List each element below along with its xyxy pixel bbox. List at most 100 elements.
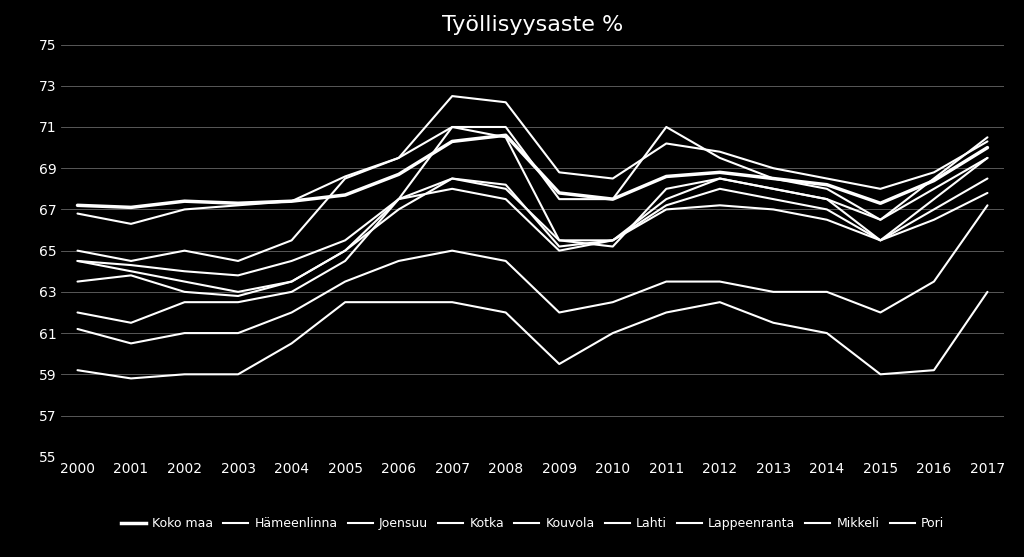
Pori (928, 278, 940, 285)
Lappeenranta (767, 175, 779, 182)
Title: Työllisyysaste %: Työllisyysaste % (441, 14, 624, 35)
Line: Lahti: Lahti (78, 127, 987, 323)
Lappeenranta (72, 247, 84, 254)
Lappeenranta (553, 196, 565, 203)
Hämeenlinna (286, 198, 298, 204)
Kouvola (125, 375, 137, 382)
Lappeenranta (125, 257, 137, 265)
Mikkeli (125, 268, 137, 275)
Pori (178, 330, 190, 336)
Joensuu (660, 202, 673, 209)
Lappeenranta (874, 216, 887, 223)
Lahti (178, 299, 190, 306)
Pori (232, 330, 245, 336)
Joensuu (500, 182, 512, 188)
Hämeenlinna (821, 175, 834, 182)
Lahti (981, 154, 993, 162)
Lappeenranta (500, 124, 512, 130)
Hämeenlinna (767, 165, 779, 172)
Lappeenranta (821, 185, 834, 192)
Kotka (767, 206, 779, 213)
Mikkeli (606, 237, 618, 243)
Mikkeli (232, 289, 245, 295)
Kouvola (606, 330, 618, 336)
Lappeenranta (446, 124, 459, 130)
Lahti (72, 309, 84, 316)
Kouvola (446, 299, 459, 306)
Koko maa (446, 138, 459, 145)
Mikkeli (767, 185, 779, 192)
Pori (392, 257, 404, 265)
Hämeenlinna (178, 206, 190, 213)
Joensuu (821, 206, 834, 213)
Hämeenlinna (660, 140, 673, 147)
Pori (714, 278, 726, 285)
Hämeenlinna (606, 175, 618, 182)
Lappeenranta (232, 257, 245, 265)
Koko maa (500, 132, 512, 139)
Pori (660, 278, 673, 285)
Pori (286, 309, 298, 316)
Lahti (606, 243, 618, 250)
Pori (339, 278, 351, 285)
Lahti (286, 289, 298, 295)
Line: Joensuu: Joensuu (78, 178, 987, 296)
Kotka (500, 196, 512, 203)
Line: Lappeenranta: Lappeenranta (78, 127, 987, 261)
Pori (606, 299, 618, 306)
Joensuu (874, 237, 887, 243)
Lahti (714, 175, 726, 182)
Kouvola (178, 371, 190, 378)
Kotka (178, 268, 190, 275)
Kotka (874, 237, 887, 243)
Mikkeli (660, 196, 673, 203)
Koko maa (660, 173, 673, 180)
Lappeenranta (981, 134, 993, 141)
Lappeenranta (286, 237, 298, 243)
Joensuu (339, 247, 351, 254)
Kotka (125, 262, 137, 268)
Kotka (714, 202, 726, 209)
Kouvola (232, 371, 245, 378)
Lahti (232, 299, 245, 306)
Mikkeli (874, 216, 887, 223)
Mikkeli (286, 278, 298, 285)
Joensuu (125, 272, 137, 278)
Hämeenlinna (874, 185, 887, 192)
Koko maa (125, 204, 137, 211)
Mikkeli (821, 196, 834, 203)
Koko maa (767, 175, 779, 182)
Lahti (660, 185, 673, 192)
Joensuu (178, 289, 190, 295)
Hämeenlinna (553, 169, 565, 175)
Koko maa (286, 198, 298, 204)
Kouvola (553, 361, 565, 368)
Kouvola (767, 320, 779, 326)
Joensuu (72, 278, 84, 285)
Hämeenlinna (339, 173, 351, 180)
Pori (874, 309, 887, 316)
Koko maa (232, 200, 245, 207)
Pori (821, 289, 834, 295)
Kotka (339, 237, 351, 243)
Koko maa (72, 202, 84, 209)
Line: Kotka: Kotka (78, 189, 987, 275)
Lahti (928, 196, 940, 203)
Kotka (606, 237, 618, 243)
Kotka (392, 196, 404, 203)
Pori (981, 202, 993, 209)
Hämeenlinna (232, 202, 245, 209)
Joensuu (392, 206, 404, 213)
Joensuu (767, 196, 779, 203)
Kotka (660, 206, 673, 213)
Hämeenlinna (981, 138, 993, 145)
Mikkeli (446, 175, 459, 182)
Joensuu (714, 185, 726, 192)
Mikkeli (500, 185, 512, 192)
Koko maa (874, 200, 887, 207)
Kouvola (660, 309, 673, 316)
Kotka (981, 189, 993, 196)
Joensuu (553, 243, 565, 250)
Mikkeli (928, 185, 940, 192)
Line: Mikkeli: Mikkeli (78, 158, 987, 292)
